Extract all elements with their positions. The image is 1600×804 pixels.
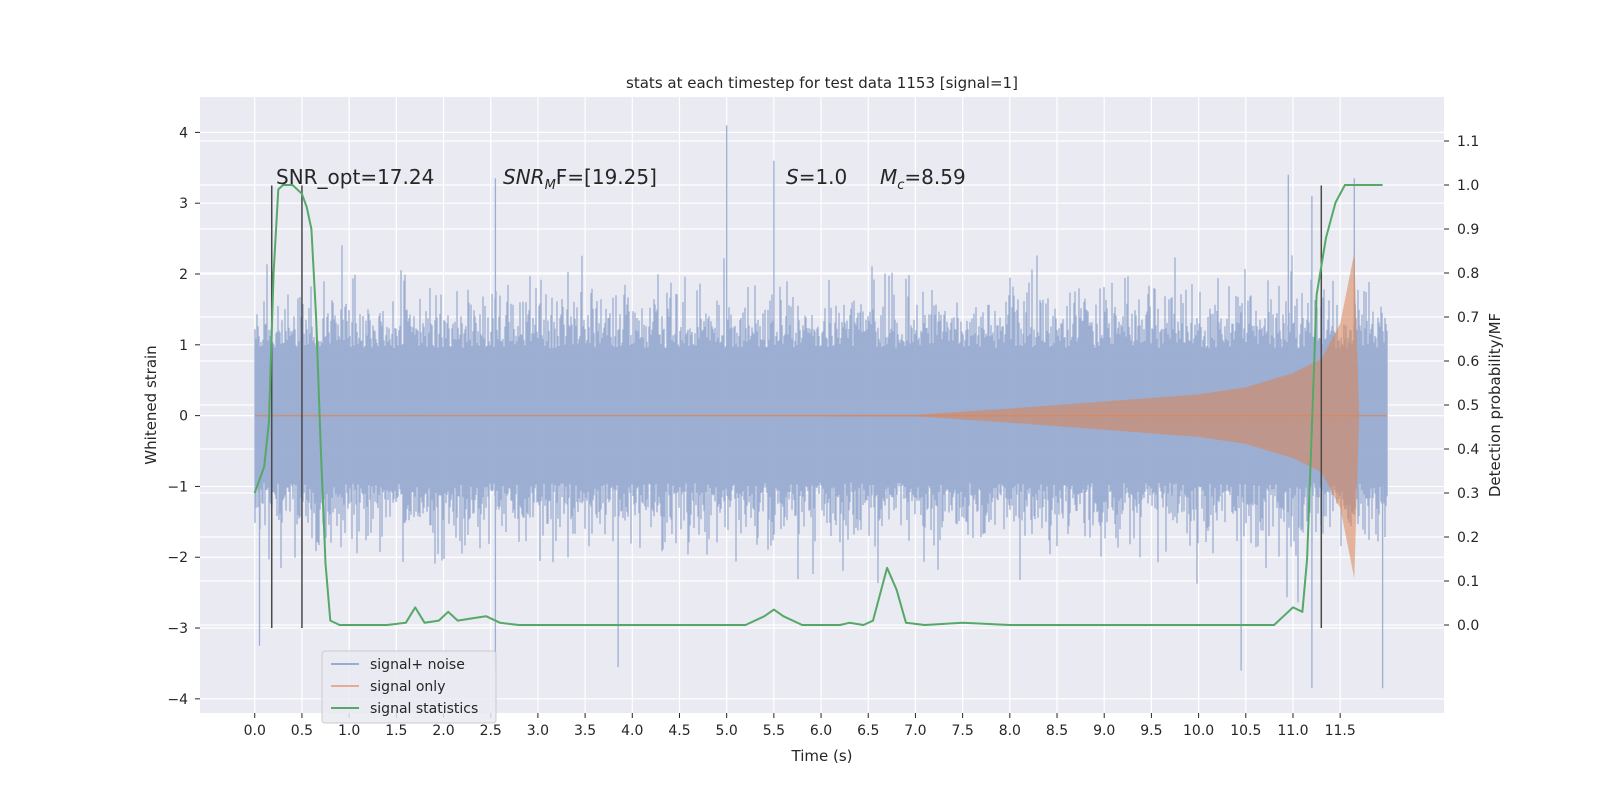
annotations: SNR_opt=17.24 SNRMF=[19.25] S=1.0 Mc=8.5…: [276, 165, 966, 193]
y-right-tick-label: 0.6: [1457, 354, 1479, 370]
x-tick-label: 7.5: [952, 723, 974, 739]
vertical-markers: [270, 185, 1323, 629]
x-tick-label: 2.5: [480, 723, 502, 739]
annotation-mc-rest: =8.59: [904, 165, 965, 189]
x-tick-label: 10.0: [1183, 723, 1214, 739]
x-tick-label: 7.0: [904, 723, 926, 739]
annotation-s-main: S: [786, 165, 799, 189]
y-right-tick-label: 0.8: [1457, 266, 1479, 282]
y-left-tick-label: 3: [179, 196, 188, 212]
y-right-tick-label: 0.3: [1457, 486, 1479, 502]
y-axis-left-title: Whitened strain: [142, 345, 160, 464]
legend-box: [321, 650, 497, 724]
y-left-tick-label: 0: [179, 409, 188, 425]
annotation-mc-sub: c: [897, 178, 904, 193]
y-left-tick-label: −4: [167, 692, 188, 708]
y-right-tick-label: 0.1: [1457, 574, 1479, 590]
x-tick-label: 8.5: [1046, 723, 1068, 739]
stats-line: [253, 184, 1383, 626]
y-right-tick-label: 0.0: [1457, 618, 1479, 634]
x-tick-label: 0.0: [244, 723, 266, 739]
y-left-tick-label: −2: [167, 550, 188, 566]
annotation-mc: Mc=8.59: [880, 165, 966, 193]
y-right-tick-label: 1.1: [1457, 134, 1479, 150]
annotation-mc-main: M: [880, 165, 897, 189]
y-right-tick-label: 0.9: [1457, 222, 1479, 238]
legend-label-signal: signal only: [370, 679, 445, 695]
x-axis-title: Time (s): [791, 747, 853, 765]
x-tick-label: 11.0: [1277, 723, 1308, 739]
annotation-snr-opt: SNR_opt=17.24: [276, 165, 434, 189]
x-tick-label: 6.0: [810, 723, 832, 739]
y-left-tick-label: 1: [179, 338, 188, 354]
y-left-tick-label: 4: [179, 125, 188, 141]
y-left-tick-label: −3: [167, 621, 188, 637]
annotation-s: S=1.0: [786, 165, 847, 189]
x-tick-label: 5.0: [716, 723, 738, 739]
x-tick-label: 9.0: [1093, 723, 1115, 739]
x-tick-label: 10.5: [1230, 723, 1261, 739]
annotation-snr-mf-main: SNR: [503, 165, 545, 189]
x-tick-label: 1.0: [338, 723, 360, 739]
stats-series: [253, 184, 1383, 626]
x-tick-label: 4.5: [668, 723, 690, 739]
chart-title: stats at each timestep for test data 115…: [626, 74, 1018, 92]
y-left-tick-label: 2: [179, 267, 188, 283]
legend-label-noise: signal+ noise: [370, 657, 465, 673]
x-tick-label: 8.0: [999, 723, 1021, 739]
x-tick-label: 0.5: [291, 723, 313, 739]
y-right-tick-label: 0.2: [1457, 530, 1479, 546]
x-tick-label: 1.5: [385, 723, 407, 739]
x-tick-label: 4.0: [621, 723, 643, 739]
x-tick-label: 6.5: [857, 723, 879, 739]
ticks-layer: 0.0 0.5 1.0 1.5 2.0 2.5 3.0 3.5 4.0 4.5 5.0 5.5 6.0 6…: [167, 125, 1479, 739]
x-tick-label: 2.0: [432, 723, 454, 739]
x-tick-label: 5.5: [763, 723, 785, 739]
annotation-snr-mf: SNRMF=[19.25]: [503, 165, 657, 193]
y-right-tick-label: 0.4: [1457, 442, 1479, 458]
x-tick-label: 9.5: [1140, 723, 1162, 739]
y-right-tick-label: 0.7: [1457, 310, 1479, 326]
legend-label-stats: signal statistics: [370, 701, 478, 717]
y-axis-right-title: Detection probability/MF: [1486, 313, 1504, 497]
x-tick-label: 3.5: [574, 723, 596, 739]
legend: signal+ noise signal only signal statist…: [321, 650, 497, 724]
y-right-tick-label: 1.0: [1457, 178, 1479, 194]
signal-series: [254, 252, 1388, 579]
x-tick-label: 11.5: [1325, 723, 1356, 739]
annotation-snr-mf-sub: M: [545, 178, 556, 193]
y-left-tick-label: −1: [167, 479, 188, 495]
x-tick-label: 3.0: [527, 723, 549, 739]
annotation-s-rest: =1.0: [799, 165, 848, 189]
y-right-tick-label: 0.5: [1457, 398, 1479, 414]
annotation-snr-mf-rest: F=[19.25]: [556, 165, 657, 189]
